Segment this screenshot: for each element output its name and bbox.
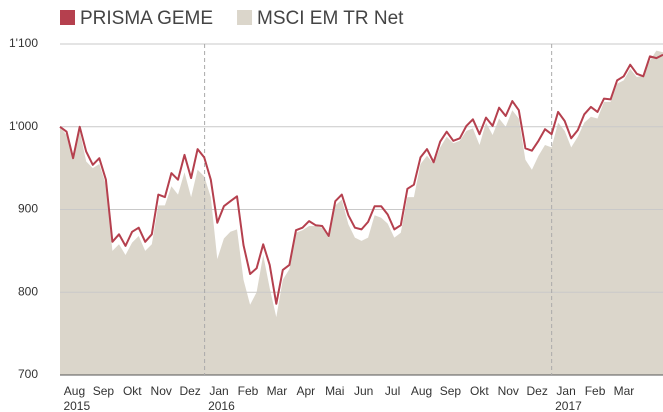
x-tick-label: Aug: [64, 384, 85, 398]
x-tick-label: Sep: [93, 384, 115, 398]
x-year-label: 2016: [208, 399, 235, 412]
x-tick-label: Aug: [411, 384, 432, 398]
line: [59, 53, 663, 305]
y-tick-label: 800: [18, 284, 38, 298]
x-tick-label: Dez: [179, 384, 200, 398]
y-tick-label: 1'100: [9, 36, 38, 50]
y-tick-label: 900: [18, 202, 38, 216]
x-tick-label: Mar: [614, 384, 635, 398]
x-tick-label: Sep: [440, 384, 462, 398]
y-tick-label: 1'000: [9, 119, 38, 133]
x-tick-label: Mai: [325, 384, 344, 398]
y-tick-label: 700: [18, 367, 38, 381]
x-tick-label: Okt: [470, 384, 489, 398]
x-year-label: 2015: [63, 399, 90, 412]
legend-label: MSCI EM TR Net: [257, 8, 404, 29]
legend-swatch: [60, 10, 75, 25]
x-year-label: 2017: [555, 399, 582, 412]
x-tick-label: Apr: [296, 384, 315, 398]
x-tick-label: Jun: [354, 384, 373, 398]
x-tick-label: Mar: [267, 384, 288, 398]
x-tick-label: Jul: [385, 384, 400, 398]
x-tick-label: Jan: [556, 384, 575, 398]
x-tick-label: Nov: [151, 384, 172, 398]
area: [60, 50, 663, 375]
x-tick-label: Jan: [209, 384, 228, 398]
legend-swatch: [237, 10, 253, 25]
x-tick-label: Feb: [238, 384, 259, 398]
legend: PRISMA GEME MSCI EM TR Net: [60, 8, 404, 29]
x-tick-label: Nov: [498, 384, 519, 398]
x-tick-label: Okt: [123, 384, 142, 398]
x-tick-label: Feb: [585, 384, 606, 398]
legend-label: PRISMA GEME: [80, 8, 213, 29]
x-tick-label: Dez: [527, 384, 548, 398]
